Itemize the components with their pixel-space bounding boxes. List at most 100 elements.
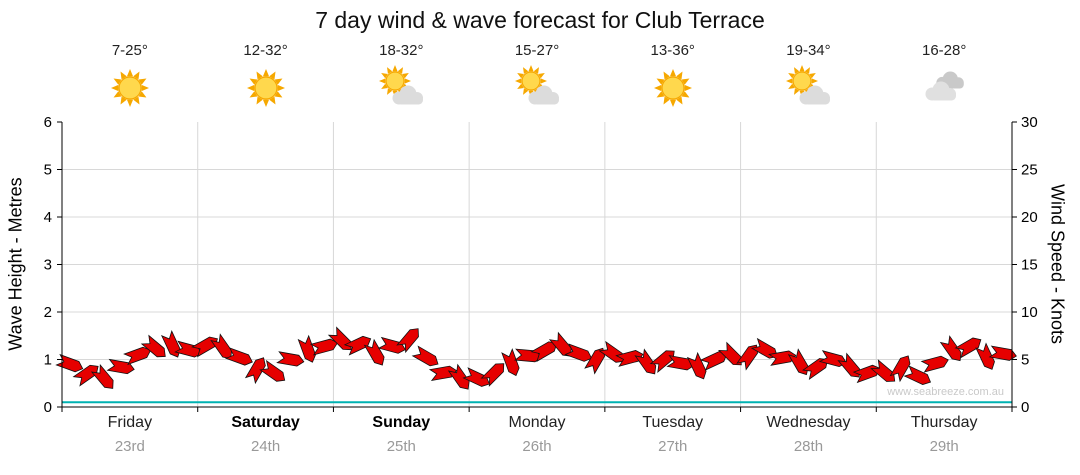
sun-ray (138, 78, 147, 85)
temp-range: 19-34° (786, 42, 831, 59)
wind-arrow (276, 351, 305, 367)
sun-ray (256, 96, 263, 105)
day-name: Saturday (231, 414, 300, 431)
cloud-shape (528, 85, 560, 105)
sun-ray (540, 78, 548, 84)
sun-ray (268, 96, 276, 105)
sun-ray (249, 91, 258, 98)
day-headers-row: 7-25° 12-32° 18-32° 15-27° 13-36° 19-34° 16-28… (62, 42, 1012, 111)
sun-ray (120, 71, 127, 80)
wind-arrow (903, 365, 932, 385)
wind-arrow (377, 336, 406, 354)
wind-arrow (920, 355, 949, 373)
temp-range: 15-27° (514, 42, 560, 59)
wind-arrow (106, 358, 135, 375)
wind-arrow (90, 363, 114, 389)
day-header-wednesday: 19-34° (741, 42, 877, 111)
sun-ray (113, 78, 122, 85)
wind-arrow (327, 326, 352, 351)
right-axis-tick-label: 0 (1021, 399, 1029, 416)
day-label-sunday: Sunday 25th (333, 414, 469, 455)
day-date: 26th (522, 438, 552, 455)
wind-arrow (297, 334, 316, 363)
wind-arrow (309, 338, 339, 356)
left-axis-title: Wave Height - Metres (5, 177, 26, 351)
sun-ray (684, 84, 692, 92)
sun-ray (656, 78, 665, 85)
sun-ray (274, 78, 283, 85)
left-axis-tick-label: 0 (44, 399, 52, 416)
sun-ray (120, 96, 127, 105)
wind-arrow (750, 337, 778, 359)
wind-arrow (160, 330, 181, 358)
day-label-saturday: Saturday 24th (198, 414, 334, 455)
wind-arrow (123, 346, 152, 366)
temp-range: 18-32° (379, 42, 424, 59)
day-label-wednesday: Wednesday 28th (741, 414, 877, 455)
sun-ray (517, 83, 524, 89)
wind-arrow (191, 336, 218, 358)
day-name: Monday (508, 414, 566, 431)
sun-ray (653, 84, 662, 92)
wind-arrow (889, 355, 911, 383)
day-header-tuesday: 13-36° (605, 42, 741, 111)
sun-ray (681, 78, 690, 85)
left-axis-tick-label: 5 (44, 162, 52, 179)
sun-ray (262, 69, 269, 77)
wind-arrow (649, 350, 675, 374)
sun-disc (792, 71, 813, 91)
day-header-thursday: 16-28° (876, 42, 1012, 111)
wind-arrow (140, 334, 166, 358)
wind-arrow (514, 348, 543, 363)
cloud-shape (392, 85, 424, 105)
temp-range: 7-25° (111, 42, 148, 59)
wind-arrow (736, 344, 758, 371)
sun-ray (656, 91, 665, 98)
day-header-friday: 7-25° (62, 42, 198, 111)
sun-ray (799, 65, 806, 72)
wind-arrow (210, 333, 233, 360)
wind-arrow (224, 347, 253, 366)
sun-ray (256, 71, 263, 80)
sun-ray (523, 88, 529, 95)
wind-arrow (852, 364, 881, 384)
wind-arrow (717, 341, 742, 366)
page-title: 7 day wind & wave forecast for Club Terr… (315, 7, 765, 33)
sun-ray (809, 73, 817, 79)
sun-ray (392, 65, 398, 72)
day-labels-row: Friday 23rd Saturday 24th Sunday 25th Monday 26… (62, 414, 1012, 455)
sun-ray (277, 84, 285, 92)
left-axis-tick-label: 2 (44, 304, 52, 321)
sun-ray (141, 84, 149, 92)
sun-ray (805, 67, 811, 74)
day-label-monday: Monday 26th (469, 414, 605, 455)
right-axis-tick-label: 20 (1021, 209, 1038, 226)
sun-ray (126, 69, 133, 77)
sun-ray (812, 78, 819, 84)
weather-icon-cloudy (925, 71, 964, 101)
sun-disc (385, 71, 405, 91)
day-name: Friday (107, 414, 153, 431)
day-date: 25th (386, 438, 416, 455)
sun-ray (110, 84, 119, 92)
day-label-tuesday: Tuesday 27th (605, 414, 741, 455)
wind-arrow (259, 359, 286, 382)
left-axis-tick-label: 3 (44, 257, 52, 274)
watermark: www.seabreeze.com.au (886, 386, 1004, 398)
wind-arrow (530, 341, 558, 363)
day-label-thursday: Thursday 29th (876, 414, 1012, 455)
sun-ray (794, 88, 800, 95)
wind-arrow (768, 350, 797, 366)
wind-arrow (548, 331, 572, 357)
right-axis-tick-label: 5 (1021, 352, 1029, 369)
day-date: 29th (929, 438, 959, 455)
wind-arrow (870, 359, 896, 382)
sun-ray (387, 88, 393, 95)
left-axis-tick-label: 1 (44, 352, 52, 369)
wind-arrow (787, 348, 809, 376)
day-header-monday: 15-27° (469, 42, 605, 111)
wind-arrow (802, 358, 829, 380)
sun-ray (113, 91, 122, 98)
day-date: 28th (793, 438, 824, 455)
day-name: Tuesday (642, 414, 704, 431)
